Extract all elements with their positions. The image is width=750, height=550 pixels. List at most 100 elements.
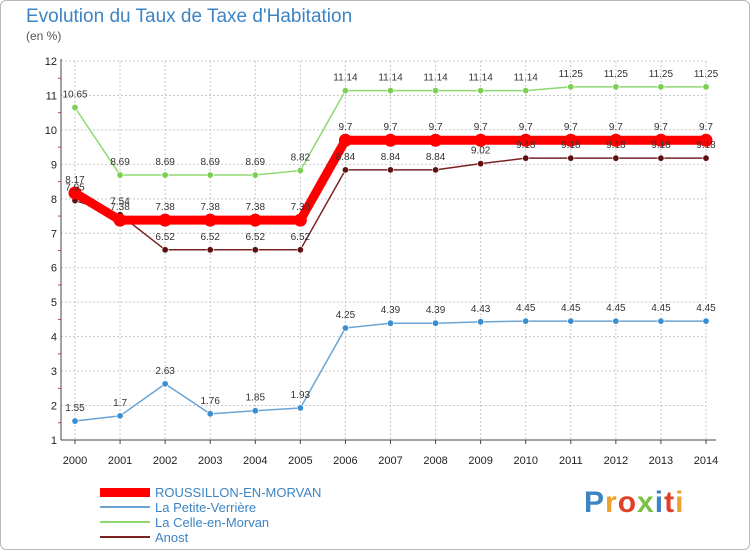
data-point [564, 133, 578, 147]
y-tick-label: 1 [51, 435, 57, 447]
series-lines [68, 83, 713, 425]
logo-letter: x [637, 486, 655, 519]
data-label: 9.7 [429, 122, 443, 133]
legend-swatch-petite-verriere [100, 506, 150, 508]
data-point [432, 166, 440, 174]
data-point [657, 154, 665, 162]
data-point [341, 324, 349, 332]
data-point [612, 317, 620, 325]
data-point [71, 417, 79, 425]
data-label: 9.7 [474, 122, 488, 133]
data-label: 11.14 [423, 73, 448, 84]
x-tick-label: 2006 [333, 455, 357, 467]
data-label: 9.7 [519, 122, 533, 133]
y-tick-label: 5 [51, 297, 57, 309]
data-point [158, 213, 172, 227]
data-label: 8.82 [291, 153, 311, 164]
data-point [474, 133, 488, 147]
data-label: 1.7 [113, 398, 127, 409]
data-label: 10.65 [62, 90, 87, 101]
data-point [612, 83, 620, 91]
data-point [522, 154, 530, 162]
data-point [519, 133, 533, 147]
data-point [702, 317, 710, 325]
legend-label-celle-en-morvan: La Celle-en-Morvan [155, 515, 270, 530]
y-tick-label: 7 [51, 228, 57, 240]
data-point [702, 83, 710, 91]
data-label: 4.45 [651, 303, 671, 314]
data-point [338, 133, 352, 147]
data-point [206, 171, 214, 179]
data-label: 6.52 [155, 232, 175, 243]
data-label: 8.69 [110, 157, 130, 168]
data-label: 11.14 [514, 73, 539, 84]
data-point [296, 404, 304, 412]
data-label: 9.7 [609, 122, 623, 133]
data-label: 9.18 [651, 140, 671, 151]
data-point [477, 318, 485, 326]
legend-label-anost: Anost [155, 530, 189, 545]
x-tick-label: 2009 [468, 455, 492, 467]
data-label: 9.7 [338, 122, 352, 133]
x-tick-label: 2007 [378, 455, 402, 467]
data-point [161, 171, 169, 179]
y-tick-label: 8 [51, 194, 57, 206]
x-tick-label: 2003 [198, 455, 222, 467]
data-point [113, 213, 127, 227]
data-point [567, 83, 575, 91]
data-point [161, 246, 169, 254]
data-label: 1.76 [200, 396, 220, 407]
x-tick-label: 2014 [694, 455, 718, 467]
data-label: 1.93 [291, 390, 311, 401]
data-point [116, 171, 124, 179]
data-point [116, 412, 124, 420]
data-label: 11.14 [333, 73, 358, 84]
data-point [429, 133, 443, 147]
y-tick-label: 9 [51, 159, 57, 171]
data-label: 8.69 [155, 157, 175, 168]
data-label: 1.85 [246, 393, 266, 404]
data-point [203, 213, 217, 227]
data-label: 7.95 [65, 183, 85, 194]
data-point [251, 407, 259, 415]
data-label: 7.38 [246, 202, 266, 213]
y-tick-label: 6 [51, 263, 57, 275]
data-label: 4.39 [381, 305, 401, 316]
data-point [248, 213, 262, 227]
data-point [386, 87, 394, 95]
data-point [206, 246, 214, 254]
x-tick-label: 2002 [153, 455, 177, 467]
data-point [657, 317, 665, 325]
data-label: 9.18 [561, 140, 581, 151]
data-label: 1.55 [65, 403, 85, 414]
y-tick-label: 11 [46, 90, 57, 102]
data-label: 4.45 [516, 303, 536, 314]
data-label: 11.14 [378, 73, 403, 84]
data-point [161, 380, 169, 388]
data-point [567, 317, 575, 325]
x-tick-label: 2001 [108, 455, 132, 467]
data-label: 4.45 [696, 303, 716, 314]
logo-letter: P [584, 486, 606, 519]
data-point [206, 410, 214, 418]
data-point [293, 213, 307, 227]
data-label: 6.52 [200, 232, 220, 243]
chart-title: Evolution du Taux de Taxe d'Habitation [26, 6, 353, 27]
x-tick-label: 2012 [604, 455, 628, 467]
data-label: 8.17 [65, 175, 85, 186]
data-label: 7.38 [155, 202, 175, 213]
data-labels: 8.17 7.38 7.38 7.38 7.38 7.38 9.7 9.7 9.7 9.7 9.7 9… [62, 69, 718, 414]
y-tick-label: 4 [51, 332, 57, 344]
data-label: 4.25 [336, 310, 356, 321]
chart-unit: (en %) [26, 29, 62, 43]
legend-label-roussillon: ROUSSILLON-EN-MORVAN [155, 485, 322, 500]
data-point [432, 87, 440, 95]
data-point [612, 154, 620, 162]
data-label: 11.25 [694, 69, 719, 80]
data-label: 11.25 [559, 69, 584, 80]
data-label: 6.52 [291, 232, 311, 243]
data-point [567, 154, 575, 162]
x-tick-label: 2008 [423, 455, 447, 467]
